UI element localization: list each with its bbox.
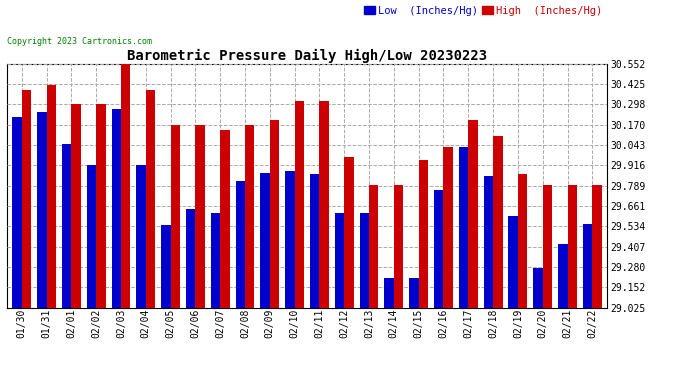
Text: Copyright 2023 Cartronics.com: Copyright 2023 Cartronics.com bbox=[7, 38, 152, 46]
Bar bbox=[484, 176, 493, 308]
Bar bbox=[87, 165, 96, 308]
Bar bbox=[71, 104, 81, 308]
Bar bbox=[112, 109, 121, 308]
Bar bbox=[469, 120, 477, 308]
Bar bbox=[47, 85, 56, 308]
Bar bbox=[270, 120, 279, 308]
Bar bbox=[295, 101, 304, 308]
Bar bbox=[96, 104, 106, 308]
Bar bbox=[121, 64, 130, 308]
Bar bbox=[37, 112, 47, 308]
Bar bbox=[235, 181, 245, 308]
Bar bbox=[493, 136, 502, 308]
Bar bbox=[592, 185, 602, 308]
Bar bbox=[567, 185, 577, 308]
Bar bbox=[211, 213, 220, 308]
Bar bbox=[319, 101, 329, 308]
Bar bbox=[310, 174, 319, 308]
Bar bbox=[260, 172, 270, 308]
Bar bbox=[170, 125, 180, 308]
Bar bbox=[434, 190, 444, 308]
Bar bbox=[62, 144, 71, 308]
Bar bbox=[285, 171, 295, 308]
Bar bbox=[220, 129, 230, 308]
Legend: Low  (Inches/Hg), High  (Inches/Hg): Low (Inches/Hg), High (Inches/Hg) bbox=[364, 6, 602, 16]
Bar bbox=[186, 209, 195, 308]
Bar bbox=[146, 90, 155, 308]
Title: Barometric Pressure Daily High/Low 20230223: Barometric Pressure Daily High/Low 20230… bbox=[127, 48, 487, 63]
Bar bbox=[384, 278, 394, 308]
Bar bbox=[12, 117, 22, 308]
Bar bbox=[369, 185, 379, 308]
Bar bbox=[509, 216, 518, 308]
Bar bbox=[22, 90, 31, 308]
Bar bbox=[359, 213, 369, 308]
Bar bbox=[419, 160, 428, 308]
Bar bbox=[543, 185, 552, 308]
Bar bbox=[394, 185, 403, 308]
Bar bbox=[335, 213, 344, 308]
Bar bbox=[245, 125, 255, 308]
Bar bbox=[137, 165, 146, 308]
Bar bbox=[583, 224, 592, 308]
Bar bbox=[344, 157, 354, 308]
Bar bbox=[409, 278, 419, 308]
Bar bbox=[195, 125, 205, 308]
Bar bbox=[161, 225, 170, 308]
Bar bbox=[518, 174, 527, 308]
Bar bbox=[558, 244, 567, 308]
Bar bbox=[533, 268, 543, 308]
Bar bbox=[444, 147, 453, 308]
Bar bbox=[459, 147, 469, 308]
